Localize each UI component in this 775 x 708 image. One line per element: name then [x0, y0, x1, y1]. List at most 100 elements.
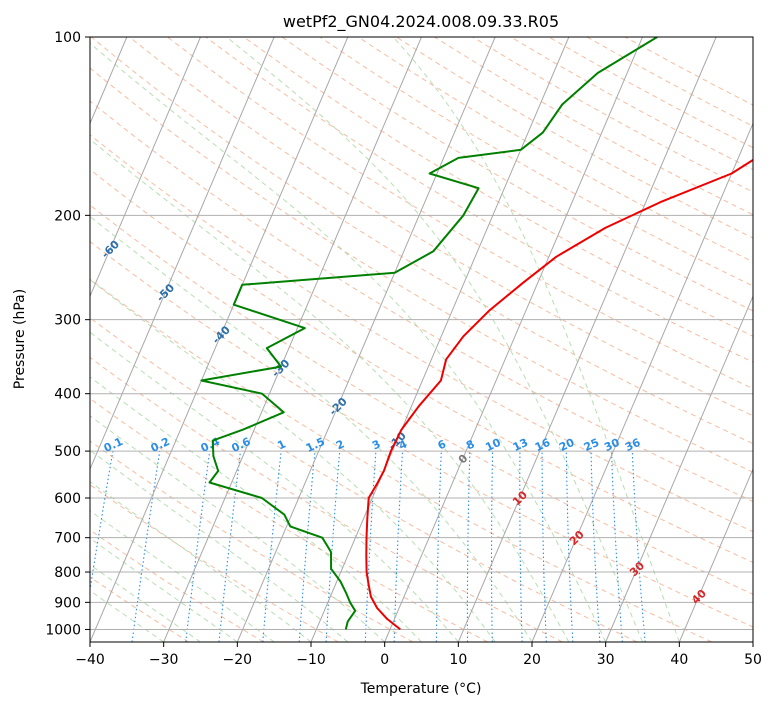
dry-adiabat [281, 37, 753, 312]
isotherm [236, 37, 496, 642]
chart-title: wetPf2_GN04.2024.008.09.33.R05 [283, 12, 559, 32]
y-tick-label: 500 [54, 444, 81, 460]
isotherm [457, 37, 717, 642]
mixing-ratio-label: 0.6 [229, 435, 252, 455]
moist-adiabat [90, 537, 238, 642]
moist-adiabat [90, 415, 386, 642]
mixing-ratio-label: 0.2 [149, 435, 172, 455]
isotherm-label: 0 [456, 452, 471, 467]
isotherm-label: 40 [689, 587, 709, 607]
dry-adiabat [205, 37, 753, 363]
mixing-ratio-label: 20 [557, 436, 577, 454]
isotherm-label: -80 [0, 154, 10, 177]
x-tick-label: 40 [670, 652, 688, 668]
y-tick-label: 900 [54, 595, 81, 611]
mixing-ratio-line [185, 451, 211, 642]
moist-adiabat [90, 564, 201, 642]
y-tick-label: 1000 [45, 622, 81, 638]
mixing-ratio-line [131, 451, 161, 642]
isotherm [90, 37, 275, 471]
moist-adiabat [90, 215, 533, 642]
y-tick-label: 600 [54, 491, 81, 507]
background-labels: 0.10.20.40.611.52346810131620253036-100-… [0, 154, 709, 607]
isotherm [752, 640, 753, 642]
dry-adiabat [586, 37, 753, 127]
dry-adiabat [510, 37, 753, 171]
y-axis: 100 200 300 400 500 600 700 800 900 1000 [45, 30, 90, 638]
moist-adiabat [90, 449, 349, 642]
mixing-ratio-line [435, 451, 442, 642]
mixing-ratio-line [565, 451, 574, 642]
mixing-ratio-label: 25 [582, 436, 601, 454]
mixing-ratio-label: 16 [533, 436, 553, 454]
x-tick-label: −20 [223, 652, 253, 668]
isotherm [605, 295, 753, 642]
y-tick-label: 700 [54, 531, 81, 547]
y-tick-label: 200 [54, 208, 81, 224]
y-tick-label: 400 [54, 387, 81, 403]
moist-adiabat [90, 42, 607, 642]
y-axis-label: Pressure (hPa) [12, 289, 28, 389]
isotherm-label: -40 [210, 323, 233, 346]
gridlines [90, 37, 753, 630]
moist-adiabat [90, 589, 164, 642]
dry-adiabat [90, 484, 339, 642]
x-tick-label: −10 [296, 652, 326, 668]
x-axis: −40 −30 −20 −10 0 10 20 30 40 50 [75, 642, 762, 668]
moist-adiabat [90, 481, 312, 642]
mixing-ratio-label: 36 [623, 436, 643, 454]
x-tick-label: 50 [744, 652, 762, 668]
mixing-ratio-line [519, 451, 523, 642]
mixing-ratio-label: 1.5 [304, 435, 327, 455]
dry-adiabat [167, 37, 753, 390]
x-tick-label: 30 [597, 652, 615, 668]
dry-adiabat [90, 317, 638, 642]
dry-adiabat [90, 440, 414, 642]
moist-adiabat [90, 510, 275, 642]
isotherm-label: 10 [510, 488, 530, 508]
x-tick-label: 0 [380, 652, 389, 668]
moist-adiabat [392, 37, 680, 642]
plot-frame [89, 36, 754, 643]
dry-adiabat [90, 241, 753, 628]
isotherm [90, 37, 349, 642]
temperature-line [365, 158, 753, 631]
moist-adiabat [90, 331, 459, 642]
y-tick-label: 100 [54, 30, 81, 46]
y-tick-label: 300 [54, 313, 81, 329]
isotherm [310, 37, 570, 642]
isotherm-label: 20 [567, 528, 587, 548]
isotherm [384, 37, 643, 642]
moist-adiabat [90, 138, 570, 642]
isotherm [531, 122, 753, 642]
moist-adiabat [90, 279, 496, 642]
dry-adiabat [129, 37, 753, 417]
isotherm [163, 37, 422, 642]
mixing-ratio-line [298, 451, 316, 642]
dry-adiabat [90, 67, 753, 473]
mixing-ratio-label: 1 [275, 437, 287, 452]
isotherm [678, 467, 753, 642]
mixing-ratio-label: 30 [602, 436, 622, 454]
isotherm-label: -20 [327, 395, 350, 418]
x-tick-label: −40 [75, 652, 105, 668]
dewpoint-line [200, 37, 658, 630]
x-tick-label: 10 [449, 652, 467, 668]
mixing-ratio-label: 10 [483, 436, 503, 454]
dry-adiabat [90, 204, 753, 595]
isotherm-label: -60 [99, 238, 122, 261]
mixing-ratio-line [490, 451, 494, 642]
background-lines [90, 37, 753, 642]
dry-adiabat [90, 576, 190, 642]
moist-adiabat [226, 37, 643, 642]
isotherm-label: -50 [154, 281, 177, 304]
dry-adiabat [90, 168, 753, 564]
mixing-ratio-label: 13 [511, 436, 530, 454]
x-tick-label: 20 [523, 652, 541, 668]
moist-adiabat [90, 376, 422, 642]
dry-adiabat [90, 278, 712, 642]
mixing-ratio-label: 0.1 [102, 435, 125, 455]
dry-adiabat [243, 37, 753, 337]
mixing-ratio-line [90, 451, 114, 594]
